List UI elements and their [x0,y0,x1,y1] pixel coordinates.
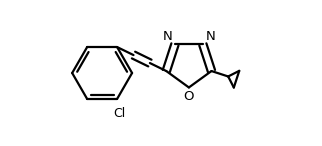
Text: O: O [184,90,194,103]
Text: N: N [163,30,173,43]
Text: Cl: Cl [113,107,125,120]
Text: N: N [205,30,215,43]
